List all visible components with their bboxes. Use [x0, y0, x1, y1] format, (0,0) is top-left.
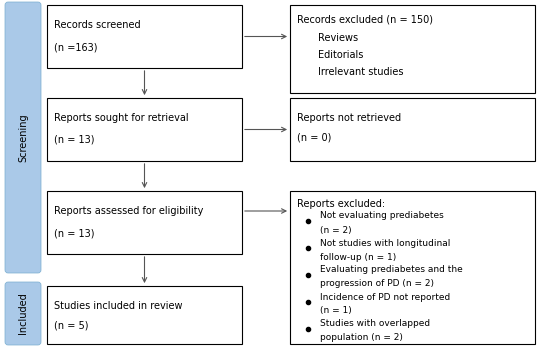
Text: Studies with overlapped: Studies with overlapped: [320, 320, 430, 329]
Bar: [47, 98, 242, 161]
Text: Not studies with longitudinal: Not studies with longitudinal: [320, 238, 450, 247]
Bar: [47, 191, 242, 254]
Text: Irrelevant studies: Irrelevant studies: [318, 67, 403, 77]
FancyBboxPatch shape: [5, 2, 41, 273]
Text: Reports excluded:: Reports excluded:: [297, 199, 385, 209]
Text: Records excluded (n = 150): Records excluded (n = 150): [297, 14, 433, 24]
Text: follow-up (n = 1): follow-up (n = 1): [320, 252, 396, 261]
Bar: [290, 5, 535, 93]
Text: Not evaluating prediabetes: Not evaluating prediabetes: [320, 211, 444, 220]
Text: Screening: Screening: [18, 113, 28, 162]
Text: (n = 2): (n = 2): [320, 225, 352, 234]
FancyBboxPatch shape: [5, 282, 41, 345]
Text: Included: Included: [18, 293, 28, 334]
Text: Records screened: Records screened: [54, 20, 140, 30]
Text: Incidence of PD not reported: Incidence of PD not reported: [320, 293, 450, 301]
Text: (n = 1): (n = 1): [320, 307, 352, 315]
Text: progression of PD (n = 2): progression of PD (n = 2): [320, 280, 434, 288]
Bar: [290, 98, 535, 161]
Text: Reports sought for retrieval: Reports sought for retrieval: [54, 113, 189, 123]
Text: (n =163): (n =163): [54, 42, 98, 52]
Text: Evaluating prediabetes and the: Evaluating prediabetes and the: [320, 266, 463, 274]
Bar: [47, 5, 242, 68]
Text: (n = 0): (n = 0): [297, 133, 331, 143]
Text: (n = 13): (n = 13): [54, 228, 94, 238]
Bar: [290, 191, 535, 344]
Text: Reports assessed for eligibility: Reports assessed for eligibility: [54, 206, 203, 216]
Text: (n = 5): (n = 5): [54, 321, 88, 331]
Text: Studies included in review: Studies included in review: [54, 301, 183, 311]
Bar: [47, 286, 242, 344]
Text: Reports not retrieved: Reports not retrieved: [297, 113, 401, 123]
Text: (n = 13): (n = 13): [54, 135, 94, 145]
Text: population (n = 2): population (n = 2): [320, 334, 403, 343]
Text: Reviews: Reviews: [318, 33, 358, 43]
Text: Editorials: Editorials: [318, 50, 363, 60]
